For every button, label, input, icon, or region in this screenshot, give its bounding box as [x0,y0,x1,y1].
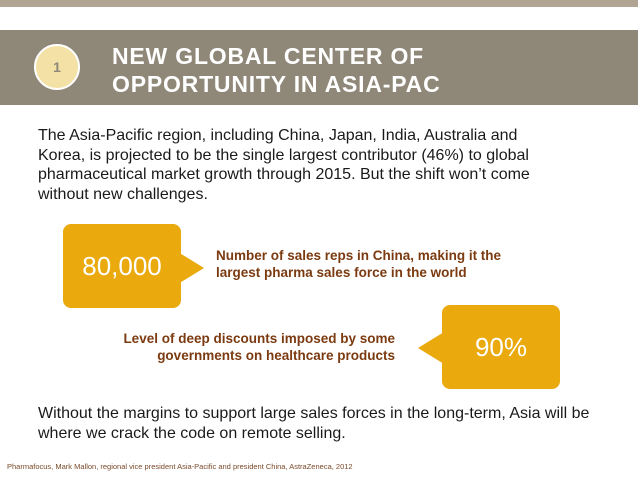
stat-value-discounts: 90% [474,331,528,362]
stat-description-line: largest pharma sales force in the world [216,265,467,280]
stat-callout-discounts: 90% [442,305,560,389]
page-title-line-1: NEW GLOBAL CENTER OF [112,43,425,69]
intro-line: Korea, is projected to be the single lar… [38,146,529,164]
section-number: 1 [53,59,61,75]
stat-value-sales-reps: 80,000 [82,250,162,281]
closing-line: where we crack the code on remote sellin… [38,424,346,442]
stat-description-line: Level of deep discounts imposed by some [123,331,395,346]
header-band [0,30,638,105]
callout-pointer-right [178,252,204,284]
intro-paragraph: The Asia-Pacific region, including China… [38,126,608,204]
top-accent-band [0,0,638,7]
source-citation: Pharmafocus, Mark Mallon, regional vice … [7,462,353,471]
closing-paragraph: Without the margins to support large sal… [38,404,623,443]
section-number-badge: 1 [34,44,80,90]
page-title-line-2: OPPORTUNITY IN ASIA-PAC [112,71,441,97]
intro-line: The Asia-Pacific region, including China… [38,127,518,144]
closing-line: Without the margins to support large sal… [38,405,590,422]
stat-description-discounts: Level of deep discounts imposed by some … [40,330,395,364]
callout-pointer-left [418,332,444,364]
stat-description-sales-reps: Number of sales reps in China, making it… [216,247,586,281]
stat-description-line: governments on healthcare products [157,348,395,363]
intro-line: pharmaceutical market growth through 201… [38,166,530,183]
page-title: NEW GLOBAL CENTER OF OPPORTUNITY IN ASIA… [112,42,612,98]
stat-description-line: Number of sales reps in China, making it… [216,248,502,263]
intro-line: without new challenges. [38,185,208,203]
stat-callout-sales-reps: 80,000 [63,224,181,308]
